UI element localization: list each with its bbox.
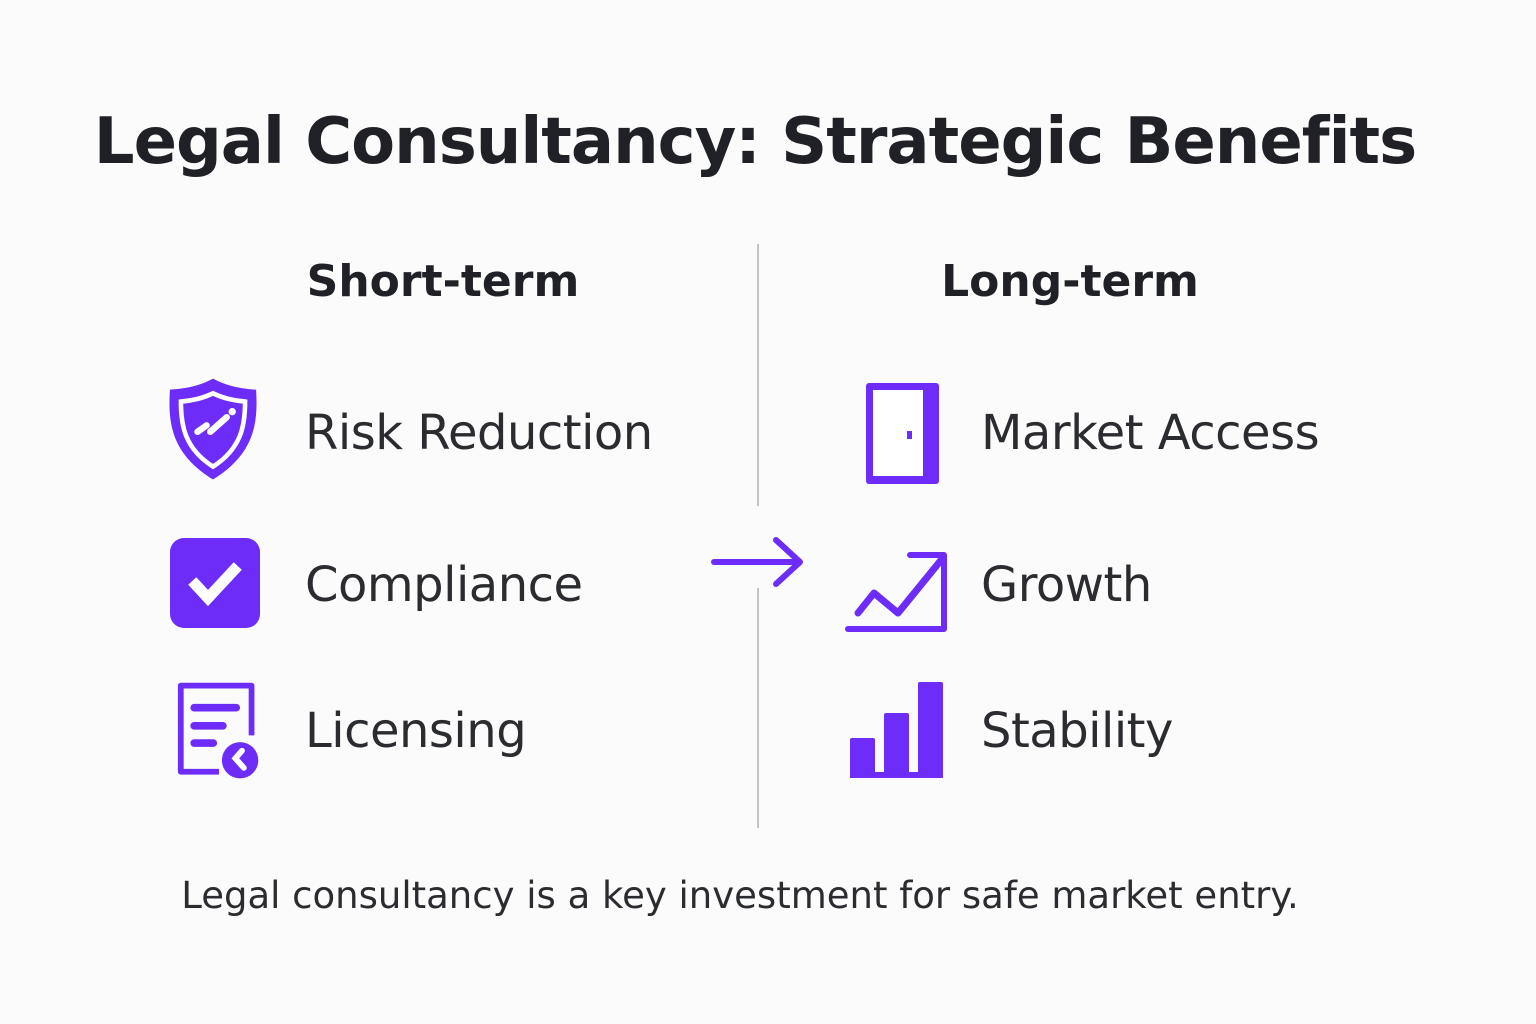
footer-caption: Legal consultancy is a key investment fo… (181, 874, 1299, 917)
item-licensing: Licensing (305, 703, 527, 759)
item-compliance: Compliance (305, 557, 583, 613)
arrow-right-icon (711, 537, 803, 587)
short-term-heading: Short-term (306, 256, 580, 307)
column-divider (757, 244, 759, 506)
item-market-access: Market Access (981, 405, 1320, 461)
document-license-icon (177, 682, 259, 779)
page-title: Legal Consultancy: Strategic Benefits (93, 105, 1417, 179)
long-term-heading: Long-term (941, 256, 1199, 307)
item-stability: Stability (981, 703, 1173, 759)
item-risk-reduction: Risk Reduction (305, 405, 653, 461)
checkbox-check-icon (170, 538, 260, 628)
bar-chart-icon (850, 682, 943, 778)
item-growth: Growth (981, 557, 1152, 613)
door-icon (866, 383, 939, 484)
shield-check-icon (169, 378, 257, 480)
column-divider (757, 588, 759, 828)
trend-up-icon (845, 552, 947, 632)
